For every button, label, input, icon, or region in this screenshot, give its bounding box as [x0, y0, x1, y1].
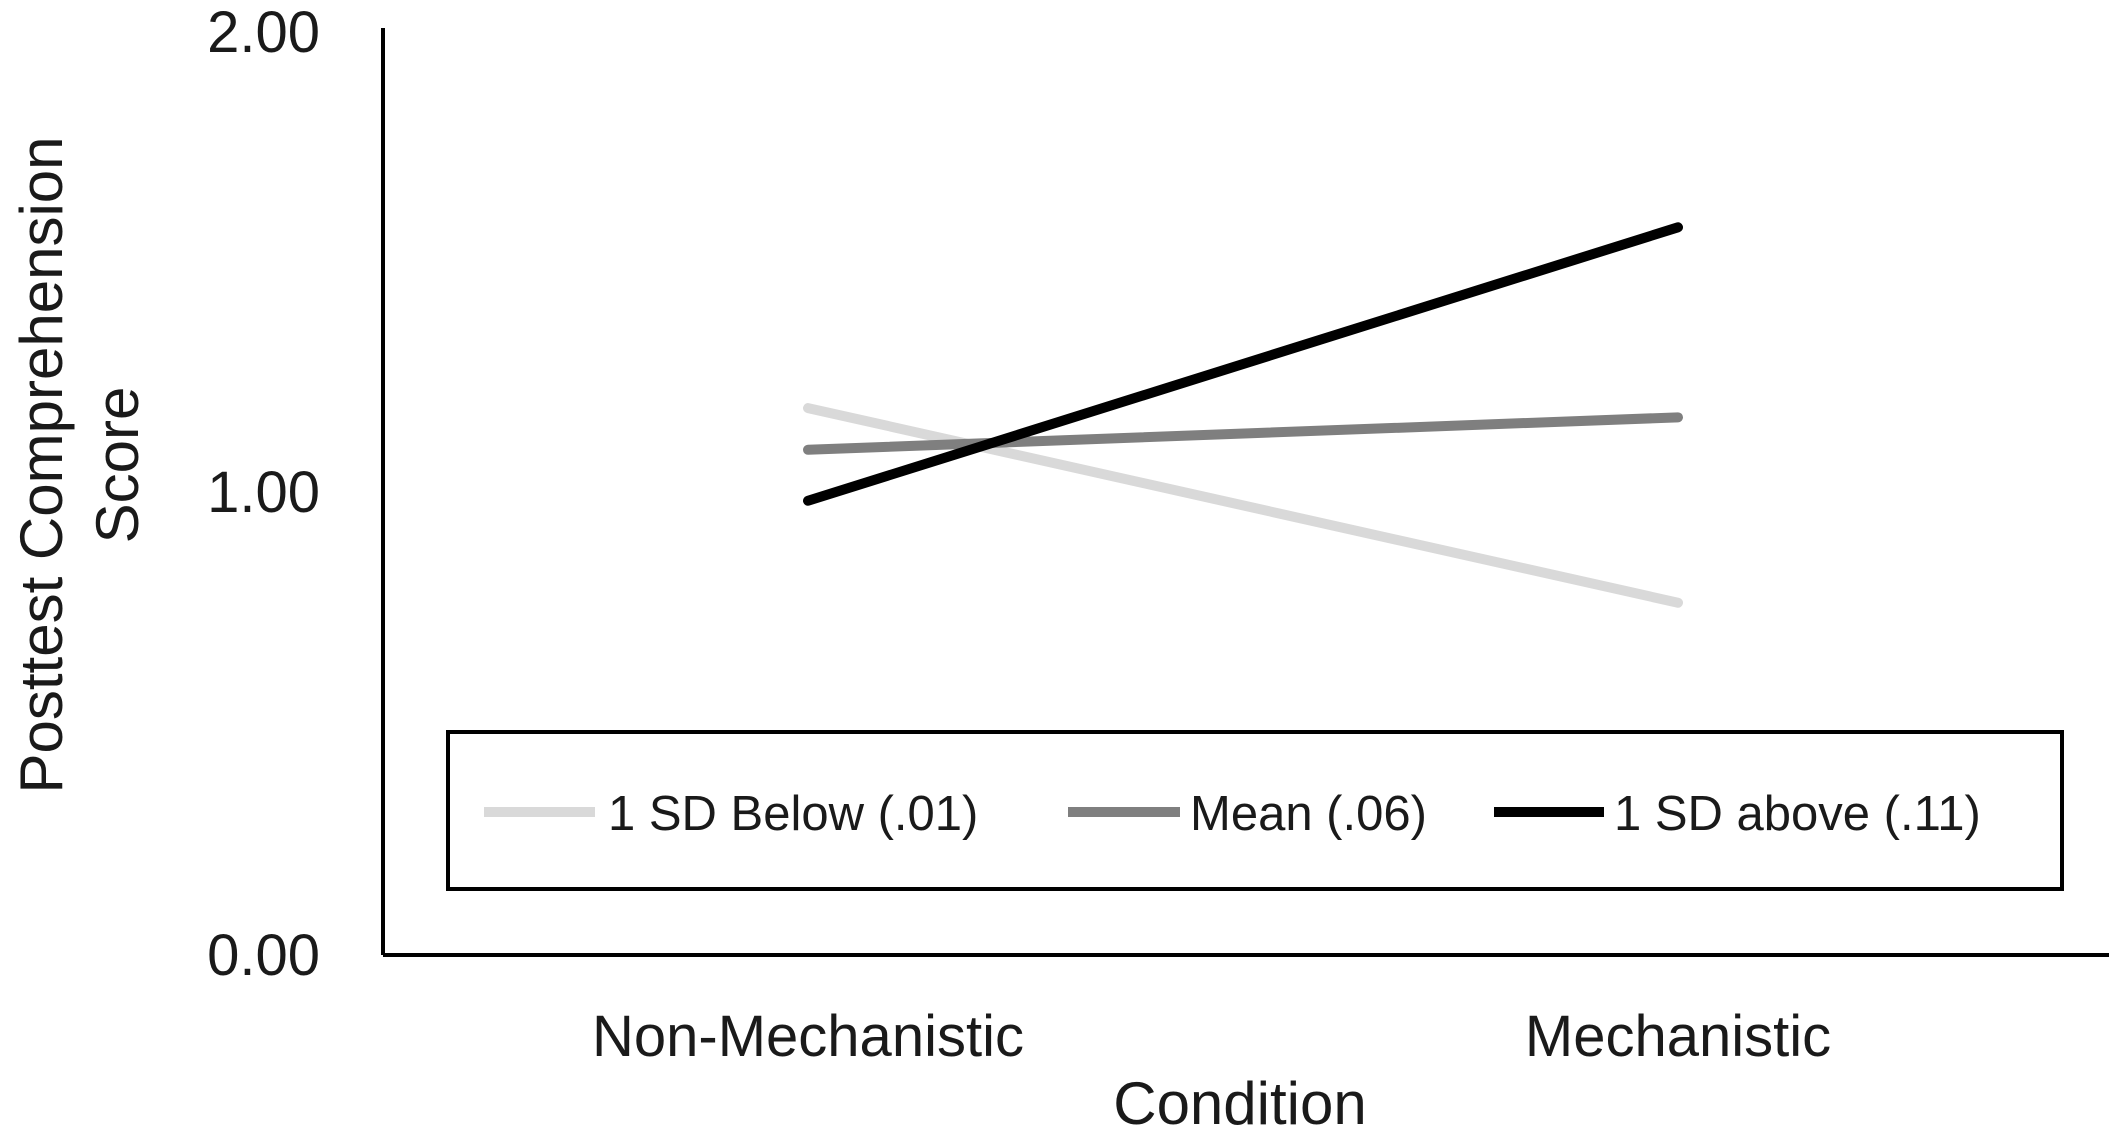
y-axis-title-line-1: Posttest Comprehension: [8, 136, 75, 793]
y-tick-label-0: 0.00: [207, 923, 320, 988]
legend-label-mean: Mean (.06): [1190, 787, 1427, 841]
x-tick-label-non-mechanistic: Non-Mechanistic: [592, 1004, 1024, 1069]
legend: 1 SD Below (.01) Mean (.06) 1 SD above (…: [446, 730, 2064, 891]
legend-label-1-sd-above: 1 SD above (.11): [1614, 787, 1981, 841]
series-line-mean: [803, 412, 1683, 455]
series-line-1-sd-above: [803, 222, 1683, 506]
legend-label-1-sd-below: 1 SD Below (.01): [608, 787, 978, 841]
y-tick-label-2: 2.00: [207, 0, 320, 65]
x-tick-label-mechanistic: Mechanistic: [1525, 1004, 1831, 1069]
y-axis-title-line-2: Score: [84, 387, 151, 544]
x-axis-title: Condition: [1113, 1070, 1367, 1133]
y-tick-label-1: 1.00: [207, 460, 320, 525]
legend-box: [446, 730, 2064, 891]
